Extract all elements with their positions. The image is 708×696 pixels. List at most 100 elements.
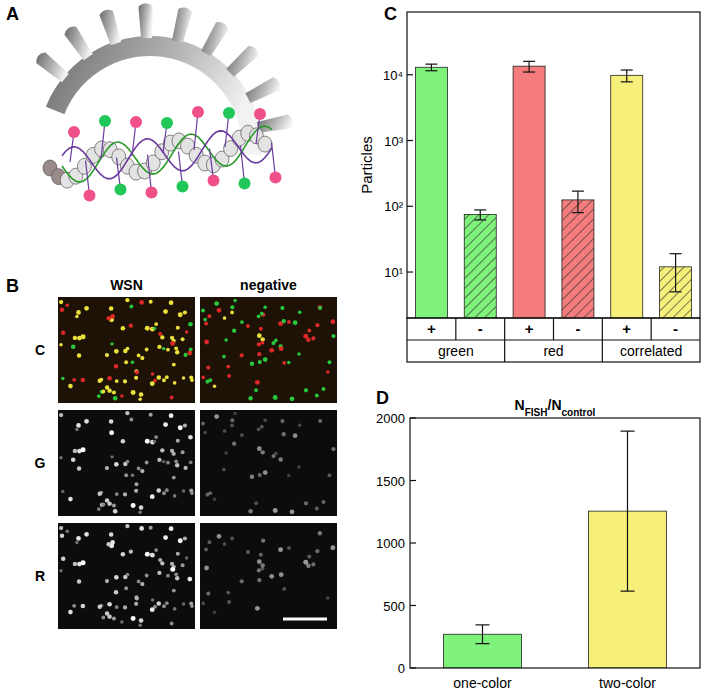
row-label: C [35, 342, 45, 358]
spot [233, 299, 236, 302]
spot [137, 580, 141, 584]
spot [125, 411, 129, 415]
spot [59, 343, 63, 347]
error-cap [523, 71, 535, 72]
category-label: one-color [453, 675, 512, 691]
spot [278, 547, 283, 552]
spot [145, 326, 150, 331]
error-bar [425, 64, 437, 71]
spot [84, 306, 89, 311]
error-cap [621, 431, 635, 432]
spot [311, 562, 315, 566]
error-line [675, 254, 676, 292]
spot [59, 526, 63, 530]
category-label: + [525, 320, 534, 337]
spot [257, 427, 261, 431]
row-label: R [35, 568, 45, 584]
image-background [200, 523, 337, 629]
spot [109, 419, 114, 424]
spot [107, 388, 111, 392]
spot [254, 501, 258, 505]
spot [135, 370, 139, 374]
spot [182, 602, 185, 605]
spot [250, 361, 255, 366]
spot [204, 548, 208, 552]
tick [410, 667, 416, 668]
rna-strand [62, 126, 272, 182]
spot [257, 342, 261, 346]
spot [269, 348, 274, 353]
spot [150, 381, 155, 386]
spot [173, 494, 177, 498]
spot [170, 562, 174, 566]
group-label: red [543, 343, 563, 359]
spot [328, 473, 332, 477]
spot [261, 450, 265, 454]
spot [112, 391, 116, 395]
spot [106, 542, 110, 546]
spot [258, 473, 262, 477]
spot [71, 457, 76, 462]
spot [129, 418, 133, 422]
spot [131, 390, 136, 395]
spot [71, 344, 76, 349]
spot [259, 327, 263, 331]
spot [230, 418, 234, 422]
tick-label: 0 [398, 661, 405, 676]
error-line [627, 431, 628, 591]
spot [124, 586, 128, 590]
panel-label: A [6, 4, 19, 24]
spot [303, 560, 308, 565]
spot [174, 459, 178, 463]
error-cap [670, 253, 682, 254]
spot [204, 566, 209, 571]
fluorophore [192, 106, 204, 118]
spot [149, 300, 153, 304]
spot [169, 526, 174, 531]
spot [123, 492, 127, 496]
spot [68, 610, 73, 615]
spot [207, 540, 211, 544]
spot [124, 473, 128, 477]
spot [109, 532, 114, 537]
spot [318, 306, 322, 310]
spot [175, 463, 179, 467]
micrograph [58, 410, 195, 516]
spot [162, 378, 166, 382]
table-divider [553, 318, 554, 340]
spot [170, 567, 175, 572]
spot [72, 378, 76, 382]
spot [131, 473, 135, 477]
spike [99, 10, 121, 45]
spot [165, 601, 169, 605]
spot [77, 466, 81, 470]
spot [60, 307, 64, 311]
spot [187, 577, 192, 582]
spot [330, 545, 335, 550]
spot [139, 392, 144, 397]
spot [137, 354, 141, 358]
spot [123, 379, 127, 383]
spot [101, 503, 105, 507]
spot [59, 413, 63, 417]
spot [114, 349, 119, 354]
error-line [528, 61, 529, 72]
spot [205, 380, 209, 384]
tick-label: 10³ [384, 134, 403, 149]
spot [257, 568, 261, 572]
panel-label: D [376, 388, 389, 408]
error-bar [621, 70, 633, 82]
spot [59, 569, 63, 573]
spot [98, 492, 102, 496]
spot [65, 303, 69, 307]
spot [214, 414, 219, 419]
spot [206, 592, 210, 596]
spot [160, 335, 164, 339]
spot [223, 429, 227, 433]
spot [107, 602, 112, 607]
spot [75, 428, 79, 432]
image-background [200, 410, 337, 516]
spot [203, 431, 207, 435]
spot [204, 340, 209, 345]
spot [230, 305, 234, 309]
